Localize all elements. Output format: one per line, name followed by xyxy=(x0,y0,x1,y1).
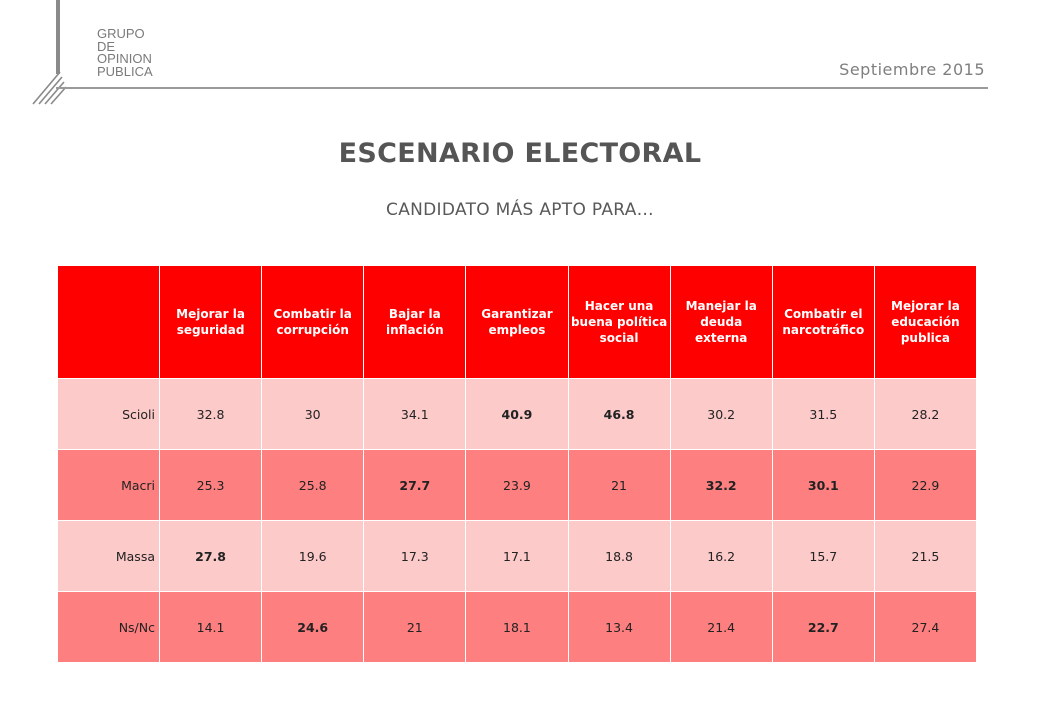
table-cell: 34.1 xyxy=(363,378,467,450)
column-header: Combatir el narcotráfico xyxy=(771,265,875,379)
table-cell: 23.9 xyxy=(465,449,569,521)
column-header: Bajar la inflación xyxy=(363,265,467,379)
table-cell: 30.2 xyxy=(669,378,773,450)
table-cell: 18.8 xyxy=(567,520,671,592)
table-cell: 21.5 xyxy=(873,520,978,592)
row-label: Macri xyxy=(57,449,160,521)
table-row: Macri 25.3 25.8 27.7 23.9 21 32.2 30.1 22.9 xyxy=(57,449,978,521)
logo-line: DE xyxy=(97,38,116,54)
table-cell: 14.1 xyxy=(158,591,263,663)
column-header: Garantizar empleos xyxy=(465,265,569,379)
table-cell: 22.9 xyxy=(873,449,978,521)
logo-mark-icon xyxy=(32,0,67,105)
table-cell: 30 xyxy=(261,378,365,450)
table-cell: 18.1 xyxy=(465,591,569,663)
table-cell: 27.8 xyxy=(158,520,263,592)
table-cell: 22.7 xyxy=(771,591,875,663)
logo-line: PUBLICA xyxy=(97,63,153,79)
table-cell: 24.6 xyxy=(261,591,365,663)
column-header: Combatir la corrupción xyxy=(261,265,365,379)
table-cell: 46.8 xyxy=(567,378,671,450)
table-cell: 27.4 xyxy=(873,591,978,663)
table-cell: 32.2 xyxy=(669,449,773,521)
table-cell: 21 xyxy=(567,449,671,521)
table-cell: 19.6 xyxy=(261,520,365,592)
column-header: Mejorar la seguridad xyxy=(158,265,263,379)
table-cell: 31.5 xyxy=(771,378,875,450)
table-cell: 40.9 xyxy=(465,378,569,450)
column-header: Manejar la deuda externa xyxy=(669,265,773,379)
table-cell: 27.7 xyxy=(363,449,467,521)
page-subtitle: CANDIDATO MÁS APTO PARA… xyxy=(386,200,654,220)
table-cell: 25.8 xyxy=(261,449,365,521)
table-cell: 15.7 xyxy=(771,520,875,592)
grupo-opinion-publica-logo: GRUPO DE OPINION PUBLICA xyxy=(30,0,170,110)
page-title: ESCENARIO ELECTORAL xyxy=(338,138,702,169)
row-label: Scioli xyxy=(57,378,160,450)
table-cell: 21 xyxy=(363,591,467,663)
table-cell: 21.4 xyxy=(669,591,773,663)
table-cell: 32.8 xyxy=(158,378,263,450)
table-cell: 17.1 xyxy=(465,520,569,592)
logo-line: OPINION xyxy=(97,51,152,66)
column-header: Mejorar la educación publica xyxy=(873,265,978,379)
table-cell: 16.2 xyxy=(669,520,773,592)
row-label: Ns/Nc xyxy=(57,591,160,663)
table-body: Scioli 32.8 30 34.1 40.9 46.8 30.2 31.5 28.2 Macr… xyxy=(57,378,978,663)
logo-line: GRUPO xyxy=(97,26,145,41)
table-row: Ns/Nc 14.1 24.6 21 18.1 13.4 21.4 22.7 27.4 xyxy=(57,591,978,663)
table-cell: 17.3 xyxy=(363,520,467,592)
table-cell: 13.4 xyxy=(567,591,671,663)
report-date: Septiembre 2015 xyxy=(839,60,985,79)
logo-text: GRUPO DE OPINION PUBLICA xyxy=(97,26,153,79)
table-cell: 25.3 xyxy=(158,449,263,521)
results-table: Mejorar la seguridad Combatir la corrupc… xyxy=(57,265,978,663)
table-header-row: Mejorar la seguridad Combatir la corrupc… xyxy=(57,265,978,379)
column-header: Hacer una buena política social xyxy=(567,265,671,379)
table-cell: 30.1 xyxy=(771,449,875,521)
table-cell: 28.2 xyxy=(873,378,978,450)
corner-cell xyxy=(57,265,160,379)
row-label: Massa xyxy=(57,520,160,592)
header-divider xyxy=(56,87,988,89)
table-row: Scioli 32.8 30 34.1 40.9 46.8 30.2 31.5 28.2 xyxy=(57,378,978,450)
table-row: Massa 27.8 19.6 17.3 17.1 18.8 16.2 15.7 21.5 xyxy=(57,520,978,592)
